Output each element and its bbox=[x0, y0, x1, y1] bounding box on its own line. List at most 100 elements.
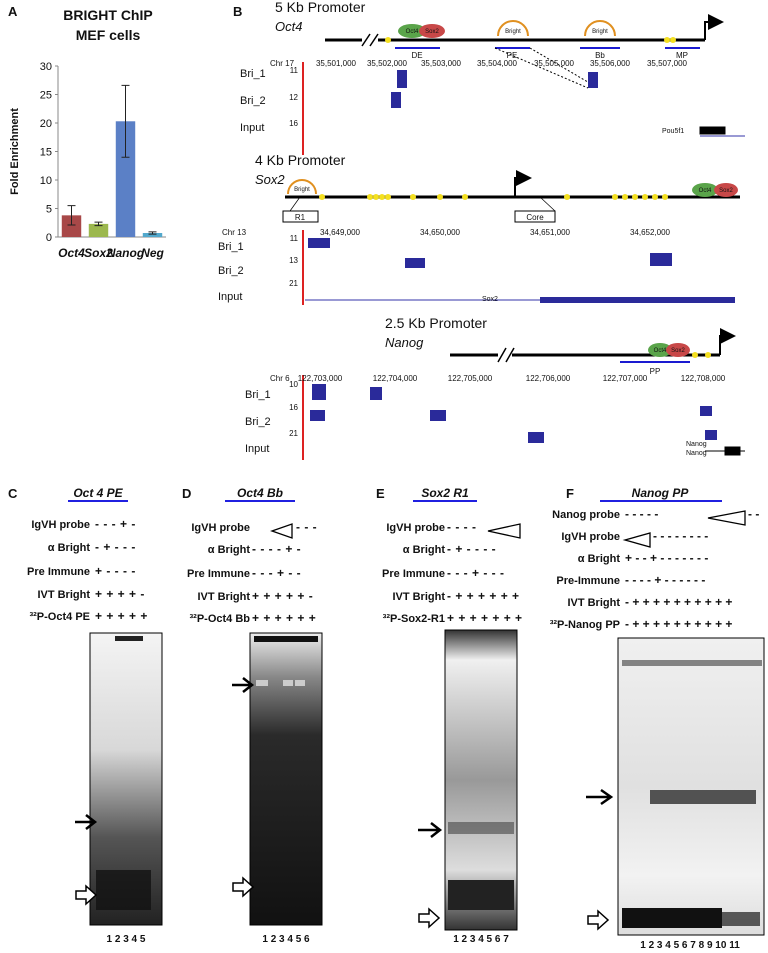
coordinate: 35,501,000 bbox=[316, 59, 357, 68]
track-scale: 10 bbox=[289, 380, 298, 389]
track-scale: 12 bbox=[289, 93, 298, 102]
condition-signs: - + + + + + + + + + + bbox=[625, 595, 732, 609]
factor-label: Bright bbox=[294, 187, 310, 193]
coordinate: 34,651,000 bbox=[530, 228, 571, 237]
titration-wedges bbox=[270, 510, 746, 548]
condition-signs: - - - + - - bbox=[252, 566, 301, 580]
track-label: Input bbox=[218, 291, 242, 303]
coordinate: 35,506,000 bbox=[590, 59, 631, 68]
coordinate: 35,505,000 bbox=[534, 59, 575, 68]
track-scale: 16 bbox=[289, 403, 298, 412]
y-tick-label: 5 bbox=[46, 204, 52, 216]
emsa-title: Sox2 R1 bbox=[421, 486, 469, 500]
track-label: Input bbox=[245, 443, 269, 455]
condition-signs: + + + + + + + bbox=[447, 611, 523, 625]
gene-annotation: Nanog bbox=[686, 441, 707, 448]
y-tick-label: 25 bbox=[40, 90, 52, 102]
coordinate: 122,705,000 bbox=[448, 374, 493, 383]
emsa-title: Nanog PP bbox=[632, 486, 690, 500]
track-label: Bri_1 bbox=[245, 389, 271, 401]
chart-title: BRIGHT ChIP bbox=[63, 7, 152, 23]
condition-signs: - - - - - bbox=[625, 507, 658, 521]
bar bbox=[115, 121, 136, 237]
x-tick-label: Oct4 bbox=[58, 246, 85, 260]
y-tick-label: 15 bbox=[40, 147, 52, 159]
coordinate: 34,650,000 bbox=[420, 228, 461, 237]
coordinate: 35,504,000 bbox=[477, 59, 518, 68]
condition-label: Pre Immune bbox=[187, 568, 250, 580]
gel-d bbox=[249, 632, 323, 926]
lane-numbers: 1 2 3 4 5 bbox=[107, 934, 146, 945]
condition-label: IVT Bright bbox=[392, 591, 445, 603]
oct4-factors bbox=[385, 24, 676, 108]
coordinate: 122,706,000 bbox=[526, 374, 571, 383]
chart-subtitle: MEF cells bbox=[76, 27, 141, 43]
factor-label: Bright bbox=[592, 29, 608, 35]
emsa-title: Oct 4 PE bbox=[73, 486, 123, 500]
condition-signs: + + + + - bbox=[95, 587, 145, 601]
gene-annotation: Sox2 bbox=[482, 296, 498, 303]
condition-signs: - + + + + + + + + + + bbox=[625, 617, 732, 631]
lane-numbers: 1 2 3 4 5 6 7 8 9 10 11 bbox=[640, 940, 740, 951]
condition-label: α Bright bbox=[48, 542, 91, 554]
gel-f bbox=[617, 637, 765, 936]
y-tick-label: 0 bbox=[46, 232, 52, 244]
region-label: PP bbox=[650, 367, 661, 376]
panel-label: A bbox=[8, 4, 18, 19]
x-tick-label: Nanog bbox=[107, 246, 145, 260]
track-scale: 11 bbox=[290, 66, 299, 75]
promoter-title: 2.5 Kb Promoter bbox=[385, 315, 487, 331]
condition-signs: - + - - - - bbox=[447, 542, 496, 556]
gene-name: Oct4 bbox=[275, 19, 302, 34]
condition-signs: + - - - - bbox=[95, 564, 136, 578]
condition-label: IVT Bright bbox=[567, 597, 620, 609]
condition-label: ³²P-Nanog PP bbox=[550, 619, 620, 631]
track-scale: 13 bbox=[289, 256, 298, 265]
coordinate: 34,649,000 bbox=[320, 228, 361, 237]
condition-signs: - + + + + + + bbox=[447, 589, 520, 603]
bar bbox=[88, 223, 109, 237]
coordinate: 35,503,000 bbox=[421, 59, 462, 68]
y-tick-label: 30 bbox=[40, 61, 52, 73]
track-label: Input bbox=[240, 122, 264, 134]
coordinate: 122,708,000 bbox=[681, 374, 726, 383]
condition-signs: - - - - - - - - bbox=[653, 529, 708, 543]
factor-label: Oct4 bbox=[654, 348, 667, 354]
track-label: Bri_1 bbox=[240, 68, 266, 80]
region-label: Core bbox=[526, 213, 544, 222]
condition-label: IgVH probe bbox=[561, 531, 620, 543]
region-label: R1 bbox=[295, 213, 306, 222]
factor-label: Sox2 bbox=[671, 348, 685, 354]
condition-signs: - - - bbox=[296, 520, 317, 534]
region-label: PE bbox=[507, 51, 518, 60]
track-scale: 21 bbox=[289, 279, 298, 288]
panel-label: F bbox=[566, 486, 574, 501]
condition-label: IgVH probe bbox=[191, 522, 250, 534]
condition-label: ³²P-Sox2-R1 bbox=[383, 613, 445, 625]
y-tick-label: 10 bbox=[40, 175, 52, 187]
condition-label: Nanog probe bbox=[552, 509, 620, 521]
condition-label: ³²P-Oct4 PE bbox=[29, 611, 90, 623]
track-label: Bri_2 bbox=[245, 416, 271, 428]
coordinate: 35,502,000 bbox=[367, 59, 408, 68]
factor-label: Oct4 bbox=[406, 29, 419, 35]
condition-label: ³²P-Oct4 Bb bbox=[190, 613, 251, 625]
condition-signs: - - - + - bbox=[95, 517, 136, 531]
coordinate: 122,703,000 bbox=[298, 374, 343, 383]
coordinate: 34,652,000 bbox=[630, 228, 671, 237]
error-bar bbox=[121, 84, 130, 158]
sox2-factors bbox=[308, 183, 738, 268]
condition-label: α Bright bbox=[208, 544, 251, 556]
error-bar bbox=[94, 221, 103, 227]
condition-signs: + + + + + + bbox=[252, 611, 316, 625]
condition-label: α Bright bbox=[578, 553, 621, 565]
gene-name: Sox2 bbox=[255, 172, 285, 187]
gel-e bbox=[444, 629, 518, 931]
region-label: DE bbox=[411, 51, 422, 60]
condition-signs: - - - - + - bbox=[252, 542, 301, 556]
condition-signs: - - bbox=[748, 507, 759, 521]
coordinate: 122,707,000 bbox=[603, 374, 648, 383]
factor-label: Oct4 bbox=[699, 188, 712, 194]
condition-signs: + + + + + bbox=[95, 609, 148, 623]
